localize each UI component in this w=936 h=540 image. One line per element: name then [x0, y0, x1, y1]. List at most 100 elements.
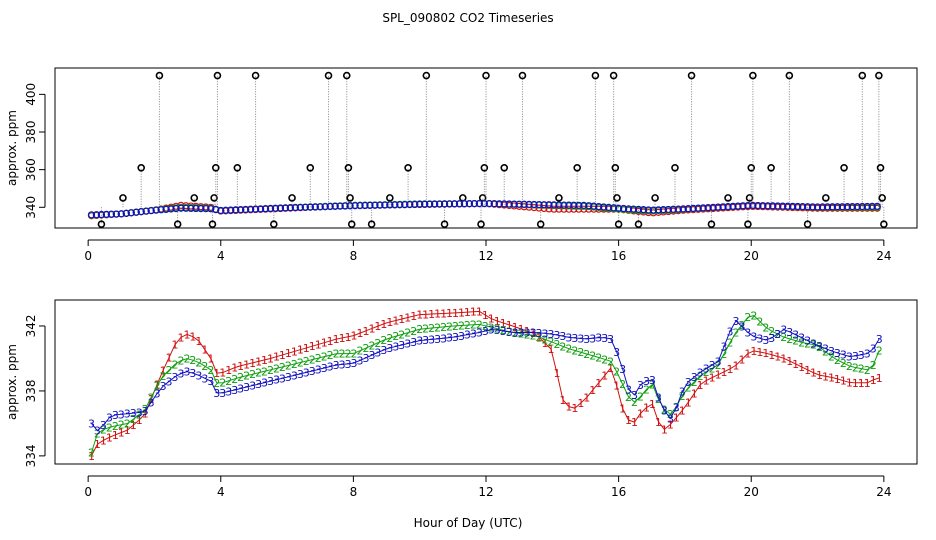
point-label-1: 1	[333, 333, 340, 346]
spike-point	[803, 220, 812, 229]
point-label-2: 2	[416, 323, 423, 336]
point-label-3: 3	[756, 332, 763, 345]
point-label-2: 2	[106, 421, 113, 434]
point-3	[192, 204, 200, 213]
point-label-2: 2	[494, 323, 501, 336]
point-label-1: 1	[661, 423, 668, 436]
point-3	[719, 203, 727, 211]
point-label-1: 1	[750, 345, 757, 358]
y-tick-label: 334	[24, 444, 38, 467]
point-label-1: 1	[727, 363, 734, 376]
point-3	[734, 202, 742, 210]
point-3	[694, 204, 702, 212]
point-label-3: 3	[357, 354, 364, 367]
point-label-1: 1	[410, 310, 417, 323]
point-3	[590, 202, 598, 210]
point-label-2: 2	[518, 328, 525, 341]
point-label-3: 3	[661, 405, 668, 418]
point-label-1: 1	[183, 328, 190, 341]
point-label-1: 1	[231, 362, 238, 375]
point-label-3: 3	[500, 325, 507, 338]
point-label-3: 3	[368, 349, 375, 362]
spike-point	[155, 71, 164, 80]
point-label-1: 1	[315, 338, 322, 351]
point-label-3: 3	[225, 385, 232, 398]
point-label-3: 3	[446, 332, 453, 345]
point-label-2: 2	[219, 377, 226, 390]
spike-point	[190, 194, 199, 202]
point-label-1: 1	[518, 323, 525, 336]
spike-point	[440, 220, 449, 229]
point-label-3: 3	[177, 368, 184, 381]
point-label-1: 1	[279, 349, 286, 362]
point-1	[555, 205, 563, 213]
point-3	[177, 204, 185, 212]
point-label-2: 2	[834, 354, 841, 367]
point-label-3: 3	[207, 375, 214, 388]
point-label-1: 1	[118, 426, 125, 439]
point-label-1: 1	[404, 312, 411, 325]
point-3	[799, 202, 807, 211]
point-label-2: 2	[410, 325, 417, 338]
point-3	[774, 202, 782, 210]
point-label-2: 2	[583, 348, 590, 361]
point-label-2: 2	[840, 357, 847, 370]
point-label-3: 3	[864, 348, 871, 361]
point-3	[515, 200, 523, 208]
plot-frame-top	[54, 67, 918, 229]
y-tick-label: 400	[24, 83, 38, 106]
point-label-3: 3	[768, 332, 775, 345]
point-1	[560, 205, 568, 213]
point-label-3: 3	[303, 366, 310, 379]
point-3	[426, 200, 434, 208]
point-label-2: 2	[154, 380, 161, 393]
point-label-2: 2	[207, 364, 214, 377]
point-label-2: 2	[160, 370, 167, 383]
spike-point	[518, 71, 527, 80]
point-label-3: 3	[750, 331, 757, 344]
point-label-1: 1	[864, 377, 871, 390]
point-3	[754, 201, 762, 210]
spike-point	[687, 71, 696, 80]
point-label-2: 2	[321, 351, 328, 364]
point-3	[619, 204, 628, 213]
point-3	[296, 203, 304, 212]
series-line-3	[91, 319, 880, 432]
spike-point	[346, 194, 354, 202]
point-3	[132, 208, 140, 216]
point-label-1: 1	[625, 414, 632, 427]
point-label-3: 3	[428, 333, 435, 346]
point-label-2: 2	[553, 338, 560, 351]
point-label-3: 3	[374, 347, 381, 360]
point-label-1: 1	[852, 377, 859, 390]
point-label-3: 3	[100, 419, 107, 432]
point-label-3: 3	[386, 342, 393, 355]
point-label-2: 2	[858, 363, 865, 376]
point-3	[107, 210, 115, 218]
x-tick-label: 4	[217, 249, 225, 263]
spike-point	[634, 220, 643, 229]
point-3	[709, 203, 717, 211]
spike-point	[210, 194, 218, 202]
y-tick-label: 380	[24, 121, 38, 144]
point-label-3: 3	[351, 357, 358, 370]
point-label-3: 3	[118, 408, 125, 421]
point-label-2: 2	[452, 320, 459, 333]
spike-point	[324, 71, 333, 80]
point-label-2: 2	[685, 382, 692, 395]
point-label-1: 1	[643, 401, 650, 414]
point-label-2: 2	[589, 350, 596, 363]
point-label-2: 2	[291, 358, 298, 371]
point-label-2: 2	[404, 327, 411, 340]
point-label-2: 2	[846, 360, 853, 373]
point-label-2: 2	[607, 355, 614, 368]
point-3	[162, 205, 170, 213]
point-label-2: 2	[255, 367, 262, 380]
point-label-3: 3	[231, 384, 238, 397]
point-label-2: 2	[398, 328, 405, 341]
point-label-3: 3	[846, 350, 853, 363]
point-label-1: 1	[172, 339, 179, 352]
point-label-1: 1	[255, 355, 262, 368]
point-label-2: 2	[512, 327, 519, 340]
point-3	[386, 201, 394, 209]
